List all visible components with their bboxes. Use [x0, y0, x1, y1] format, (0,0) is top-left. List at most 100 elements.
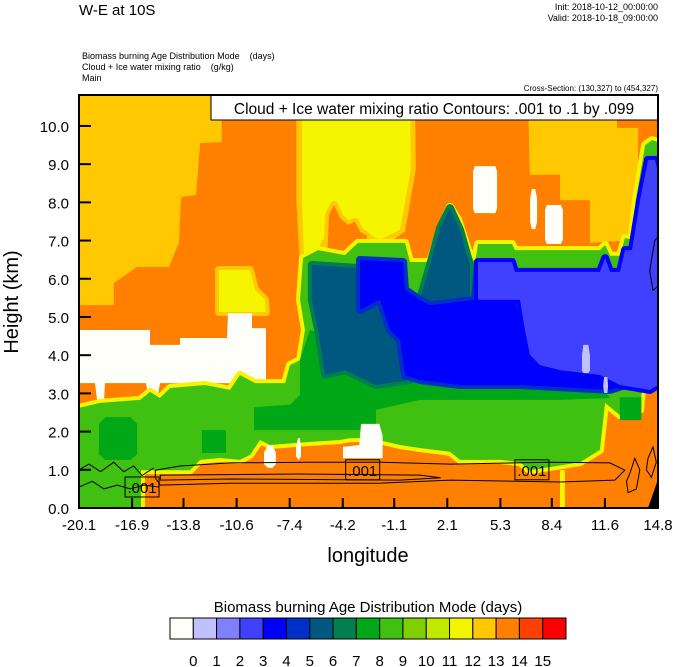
colorbar-swatch [216, 617, 241, 640]
colorbar-swatch [449, 617, 474, 640]
x-tick-label: 11.6 [591, 517, 619, 534]
x-tick-label: -16.9 [115, 517, 149, 534]
y-tick-label: 8.0 [48, 195, 69, 212]
contour-label-box [345, 459, 381, 481]
plot-title: W-E at 10S [79, 2, 155, 19]
field-region-bin-13 [527, 95, 639, 243]
y-tick-label: 4.0 [48, 348, 69, 365]
field-region-bin-0 [473, 166, 498, 214]
field-region-bin-0 [296, 438, 301, 460]
contour-label: .001 [127, 480, 156, 497]
colorbar-label: 13 [488, 653, 505, 667]
colorbar-label: 14 [511, 653, 528, 667]
contour-line [79, 461, 154, 477]
colorbar-swatch [355, 617, 381, 640]
field-region-bin-12 [560, 470, 565, 508]
y-tick-label: 5.0 [48, 310, 69, 327]
colorbar-label: 1 [212, 653, 220, 667]
colorbar-title: Biomass burning Age Distribution Mode (d… [214, 599, 522, 616]
colorbar-swatch [425, 617, 451, 640]
field-region-bin-0 [343, 423, 383, 459]
colorbar-label: 6 [329, 653, 337, 667]
contour-line [159, 473, 441, 481]
x-tick-label: 2.1 [437, 517, 458, 534]
contour-layer: .001 .001 .001 [79, 235, 658, 498]
colorbar-swatch [332, 617, 357, 640]
contour-label: .001 [348, 463, 377, 480]
x-axis-title: longitude [327, 545, 408, 567]
x-tick-label: 14.8 [643, 517, 672, 534]
subtitle-line-2: Cloud + Ice water mixing ratio (g/kg) [82, 62, 234, 72]
cross-section-label: Cross-Section: (130,327) to (454,327) [524, 84, 659, 93]
y-tick-label: 6.0 [48, 272, 69, 289]
field-region-bin-0 [530, 189, 538, 230]
init-time: Init: 2018-10-12_00:00:00 [555, 2, 658, 12]
field-region-bin-12 [215, 266, 270, 316]
x-tick-label: -20.1 [62, 517, 96, 534]
colorbar-label: 8 [375, 653, 383, 667]
subtitle-line-1: Biomass burning Age Distribution Mode (d… [82, 51, 275, 61]
plot-frame [78, 94, 659, 509]
colorbar-swatch [379, 617, 404, 640]
colorbar-label: 11 [442, 653, 458, 667]
colorbar-swatch [285, 617, 311, 640]
field-region-bin-8 [619, 397, 642, 421]
contour-label-box [124, 476, 160, 498]
colorbar-swatch [239, 617, 264, 640]
colorbar-swatch [169, 617, 194, 640]
y-tick-label: 0.0 [48, 501, 69, 518]
field-region-bin-1 [603, 377, 609, 393]
y-tick-label: 7.0 [48, 234, 69, 251]
colorbar-label: 2 [236, 653, 244, 667]
colorbar-swatch [495, 617, 520, 640]
colorbar-label: 4 [282, 653, 290, 667]
field-region-bin-3 [474, 155, 658, 394]
colorbar-label: 0 [189, 653, 197, 667]
colorbar-label: 9 [399, 653, 407, 667]
y-tick-label: 10.0 [40, 119, 69, 136]
colorbar-swatch [402, 617, 427, 640]
contour-line [645, 445, 657, 479]
field-region-bin-1 [582, 344, 590, 374]
contour-line [625, 456, 641, 494]
valid-time: Valid: 2018-10-18_09:00:00 [548, 13, 658, 23]
field-region-bin-0 [545, 205, 563, 244]
contour-line [649, 235, 658, 292]
field-region-bin-8 [98, 417, 138, 460]
colorbar-swatch [472, 617, 497, 640]
colorbar-label: 5 [306, 653, 314, 667]
y-tick-label: 3.0 [48, 386, 69, 403]
x-tick-label: -10.6 [220, 517, 254, 534]
field-region-bin-8 [201, 430, 226, 453]
axes: -20.1 -16.9 -13.8 -10.6 -7.4 -4.2 -1.1 2.1 5.3 8.… [40, 119, 673, 534]
y-tick-label: 1.0 [48, 463, 69, 480]
field-region-bin-0 [79, 313, 266, 400]
field-layer [79, 95, 658, 508]
y-tick-label: 9.0 [48, 157, 69, 174]
x-tick-label: 8.4 [541, 517, 562, 534]
colorbar-swatch [192, 617, 218, 640]
contour-line [79, 480, 159, 490]
x-tick-label: -4.2 [330, 517, 356, 534]
colorbar-swatch [309, 617, 334, 640]
colorbar-swatch [542, 617, 567, 640]
colorbar-label: 3 [259, 653, 267, 667]
colorbar-swatch [262, 617, 287, 640]
colorbar-label: 7 [352, 653, 360, 667]
colorbar: 0 1 2 3 4 5 6 7 8 9 10 11 12 13 14 15 [169, 617, 567, 667]
contour-label-box [514, 459, 550, 481]
y-tick-label: 2.0 [48, 425, 69, 442]
contour-line [154, 461, 626, 486]
x-tick-label: -7.4 [277, 517, 303, 534]
field-region-bin-13 [79, 95, 222, 306]
contour-legend-text: Cloud + Ice water mixing ratio Contours:… [234, 101, 634, 118]
y-axis-title: Height (km) [1, 250, 23, 353]
contour-label: .001 [517, 463, 546, 480]
x-tick-label: -13.8 [166, 517, 200, 534]
colorbar-label: 10 [418, 653, 435, 667]
colorbar-swatch [518, 617, 544, 640]
x-tick-label: -1.1 [381, 517, 407, 534]
field-region-bin-mask [648, 479, 658, 508]
